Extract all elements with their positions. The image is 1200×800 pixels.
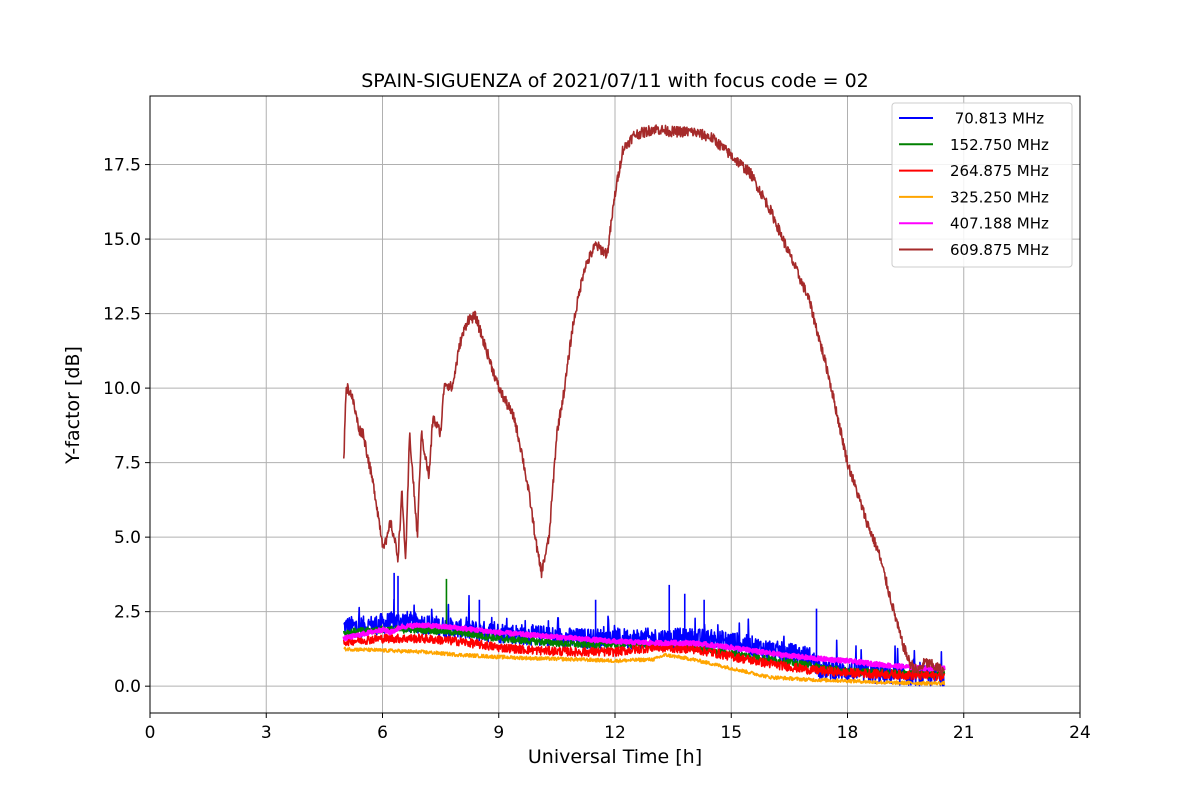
- y-tick-label: 15.0: [103, 230, 141, 250]
- x-tick-label: 24: [1069, 723, 1091, 743]
- x-tick-label: 6: [377, 723, 388, 743]
- y-tick-label: 5.0: [114, 528, 141, 548]
- x-axis: 0 3 6 9 12 15 18 21 24: [145, 713, 1091, 743]
- y-tick-label: 10.0: [103, 379, 141, 399]
- series-line: [342, 633, 946, 681]
- series-group: [342, 124, 946, 687]
- y-tick-label: 0.0: [114, 677, 141, 697]
- y-axis-label: Y-factor [dB]: [62, 346, 84, 465]
- y-tick-label: 12.5: [103, 305, 141, 325]
- legend-label: 407.188 MHz: [950, 215, 1049, 233]
- legend-label: 70.813 MHz: [950, 110, 1044, 128]
- legend-label: 264.875 MHz: [950, 162, 1049, 180]
- y-tick-label: 7.5: [114, 454, 141, 474]
- y-tick-label: 2.5: [114, 603, 141, 623]
- x-tick-label: 3: [261, 723, 272, 743]
- legend: 70.813 MHz 152.750 MHz 264.875 MHz 325.250 …: [891, 102, 1073, 268]
- y-axis: 0.0 2.5 5.0 7.5 10.0 12.5 15.0 17.5: [103, 156, 150, 697]
- x-tick-label: 12: [604, 723, 626, 743]
- x-axis-label: Universal Time [h]: [528, 746, 702, 768]
- x-tick-label: 9: [493, 723, 504, 743]
- legend-label: 325.250 MHz: [950, 188, 1049, 206]
- series-line: [342, 622, 946, 672]
- x-tick-label: 18: [837, 723, 859, 743]
- x-tick-label: 15: [720, 723, 742, 743]
- x-tick-label: 21: [953, 723, 975, 743]
- series-line: [343, 646, 946, 686]
- chart-title: SPAIN-SIGUENZA of 2021/07/11 with focus …: [361, 70, 869, 92]
- y-tick-label: 17.5: [103, 156, 141, 176]
- series-line: [342, 124, 945, 677]
- legend-box: [891, 102, 1073, 268]
- legend-label: 152.750 MHz: [950, 136, 1049, 154]
- x-tick-label: 0: [145, 723, 156, 743]
- legend-label: 609.875 MHz: [950, 241, 1049, 259]
